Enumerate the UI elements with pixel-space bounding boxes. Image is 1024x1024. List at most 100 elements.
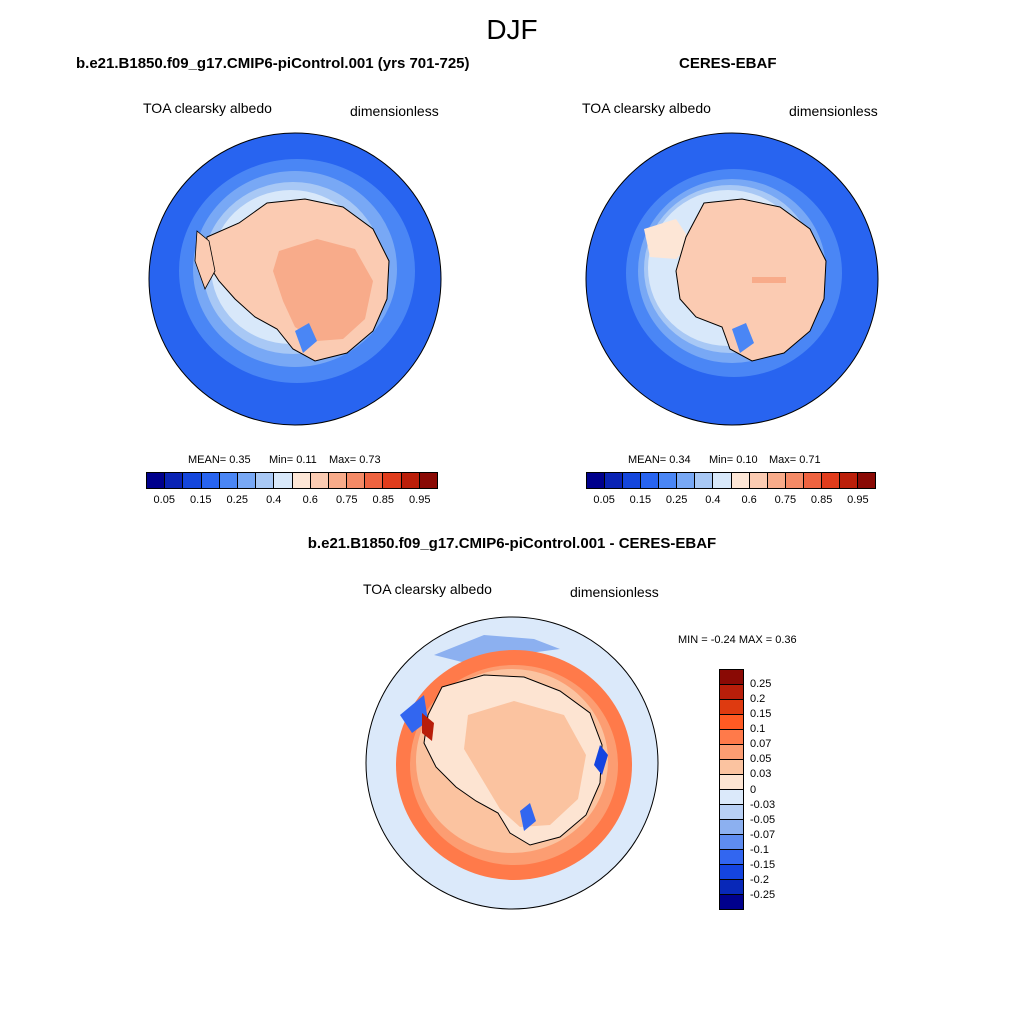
colorbar-level-label: -0.05 [750, 813, 776, 826]
colorbar-swatch [274, 473, 293, 488]
colorbar-swatch [677, 473, 696, 488]
model-colorbar [146, 472, 438, 489]
model-max-stat: Max= 0.73 [329, 454, 381, 466]
model-variable-label: TOA clearsky albedo [143, 100, 272, 116]
colorbar-level-label: 0.25 [750, 678, 772, 691]
diff-units-label: dimensionless [570, 584, 659, 600]
obs-mean-stat: MEAN= 0.34 [628, 454, 691, 466]
obs-variable-label: TOA clearsky albedo [582, 100, 711, 116]
colorbar-swatch [165, 473, 184, 488]
obs-polar-map [585, 132, 879, 426]
colorbar-tick-label: 0.85 [372, 494, 394, 506]
colorbar-swatch [720, 895, 743, 909]
diff-panel-title: b.e21.B1850.f09_g17.CMIP6-piControl.001 … [307, 535, 717, 552]
colorbar-tick-label: 0.75 [774, 494, 797, 506]
colorbar-tick-label: 0.05 [153, 494, 175, 506]
colorbar-swatch [720, 880, 743, 895]
colorbar-swatch [310, 473, 329, 488]
colorbar-swatch [720, 805, 743, 820]
colorbar-level-label: -0.25 [750, 888, 776, 901]
colorbar-swatch [383, 473, 402, 488]
colorbar-swatch [237, 473, 257, 488]
season-title: DJF [486, 14, 538, 45]
colorbar-swatch [720, 820, 743, 835]
colorbar-swatch [219, 473, 238, 488]
obs-units-label: dimensionless [789, 103, 878, 119]
diff-minmax-stat: MIN = -0.24 MAX = 0.36 [678, 634, 797, 646]
colorbar-swatch [720, 835, 743, 850]
colorbar-tick-label: 0.6 [741, 494, 757, 506]
diff-colorbar-labels: 0.25 0.2 0.15 0.1 0.07 0.05 0.03 0 -0.03 -0.05 -0.… [750, 669, 810, 910]
colorbar-level-label: 0.2 [750, 693, 766, 706]
colorbar-tick-label: 0.25 [226, 494, 248, 506]
diff-variable-label: TOA clearsky albedo [363, 581, 492, 597]
colorbar-tick-label: 0.95 [847, 494, 869, 506]
colorbar-level-label: 0 [750, 783, 757, 796]
colorbar-tick-label: 0.95 [409, 494, 431, 506]
colorbar-swatch [839, 473, 858, 488]
colorbar-level-label: -0.07 [750, 828, 776, 841]
colorbar-swatch [720, 670, 743, 685]
colorbar-swatch [292, 473, 311, 488]
colorbar-tick-label: 0.15 [190, 494, 212, 506]
model-units-label: dimensionless [350, 103, 439, 119]
colorbar-level-label: 0.1 [750, 723, 766, 736]
colorbar-swatch [720, 715, 743, 730]
diff-polar-map [365, 616, 659, 910]
colorbar-level-label: -0.03 [750, 798, 776, 811]
colorbar-swatch [147, 473, 166, 488]
colorbar-swatch [720, 865, 743, 880]
colorbar-swatch [183, 473, 202, 488]
colorbar-tick-label: 0.85 [810, 494, 833, 506]
obs-colorbar [586, 472, 876, 489]
colorbar-swatch [256, 473, 275, 488]
colorbar-swatch [623, 473, 642, 488]
colorbar-swatch [720, 730, 743, 745]
colorbar-swatch [201, 473, 220, 488]
colorbar-swatch [659, 473, 678, 488]
colorbar-swatch [365, 473, 384, 488]
colorbar-swatch [720, 775, 743, 790]
colorbar-swatch [347, 473, 366, 488]
colorbar-tick-label: 0.25 [665, 494, 688, 506]
colorbar-swatch [720, 685, 743, 700]
diff-colorbar [719, 669, 744, 910]
colorbar-swatch [821, 473, 840, 488]
colorbar-level-label: 0.05 [750, 753, 772, 766]
colorbar-swatch [605, 473, 624, 488]
colorbar-tick-label: 0.6 [302, 494, 318, 506]
colorbar-tick-label: 0.05 [593, 494, 615, 506]
colorbar-swatch [641, 473, 660, 488]
colorbar-swatch [785, 473, 804, 488]
colorbar-level-label: -0.2 [750, 873, 769, 886]
colorbar-level-label: 0.03 [750, 768, 772, 781]
obs-min-stat: Min= 0.10 [709, 454, 758, 466]
colorbar-level-label: 0.15 [750, 708, 772, 721]
colorbar-tick-label: 0.15 [629, 494, 652, 506]
model-polar-map [148, 132, 442, 426]
colorbar-swatch [720, 760, 743, 775]
model-mean-stat: MEAN= 0.35 [188, 454, 251, 466]
colorbar-swatch [713, 473, 732, 488]
colorbar-swatch [587, 473, 606, 488]
model-colorbar-ticks: 0.05 0.15 0.25 0.4 0.6 0.75 0.85 0.95 [146, 494, 438, 508]
model-min-stat: Min= 0.11 [269, 454, 317, 466]
colorbar-tick-label: 0.4 [705, 494, 721, 506]
colorbar-swatch [401, 473, 420, 488]
obs-colorbar-ticks: 0.05 0.15 0.25 0.4 0.6 0.75 0.85 0.95 [586, 494, 876, 508]
colorbar-swatch [328, 473, 348, 488]
colorbar-tick-label: 0.4 [266, 494, 282, 506]
colorbar-level-label: 0.07 [750, 738, 772, 751]
colorbar-level-label: -0.15 [750, 858, 776, 871]
colorbar-swatch [767, 473, 786, 488]
colorbar-swatch [731, 473, 750, 488]
colorbar-swatch [720, 790, 743, 805]
colorbar-swatch [857, 473, 875, 488]
obs-panel-title: CERES-EBAF [679, 55, 777, 72]
colorbar-swatch [695, 473, 714, 488]
colorbar-tick-label: 0.75 [336, 494, 358, 506]
colorbar-swatch [419, 473, 437, 488]
colorbar-swatch [720, 745, 743, 760]
colorbar-swatch [720, 700, 743, 715]
colorbar-swatch [720, 850, 743, 865]
